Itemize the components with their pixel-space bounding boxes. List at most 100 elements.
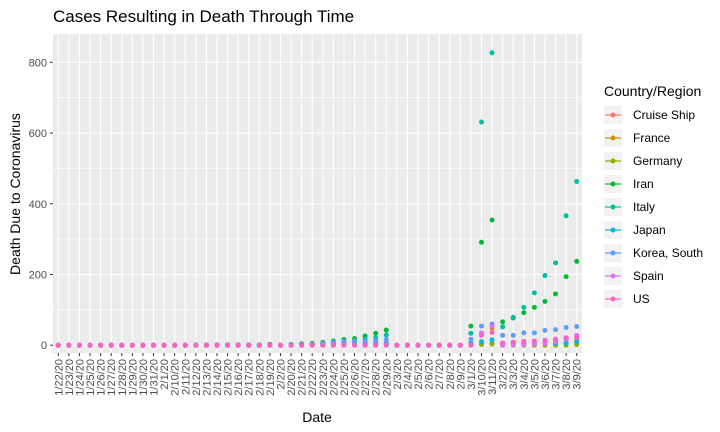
data-point <box>531 304 537 310</box>
data-point <box>235 342 241 348</box>
data-point <box>193 342 199 348</box>
y-tick-label: 600 <box>29 128 47 140</box>
legend-swatch <box>610 135 616 141</box>
legend-item: Japan <box>604 221 666 239</box>
legend-swatch <box>610 158 616 164</box>
legend-swatch <box>610 273 616 279</box>
x-tick-label: 2/9/20 <box>455 359 467 390</box>
data-point <box>362 342 368 348</box>
data-point <box>521 330 527 336</box>
x-tick-label: 2/10/20 <box>170 359 182 396</box>
x-tick-label: 2/17/20 <box>244 359 256 396</box>
data-point <box>151 342 157 348</box>
data-point <box>563 213 569 219</box>
x-tick-label: 1/29/20 <box>127 359 139 396</box>
data-point <box>426 342 432 348</box>
data-point <box>299 342 305 348</box>
data-point <box>362 338 368 344</box>
x-tick-label: 2/13/20 <box>201 359 213 396</box>
legend-item: Cruise Ship <box>604 106 695 124</box>
x-tick-label: 3/8/20 <box>561 359 573 390</box>
x-tick-label: 2/21/20 <box>297 359 309 396</box>
x-axis-title: Date <box>302 409 332 425</box>
x-tick-label: 3/3/20 <box>508 359 520 390</box>
data-point <box>542 337 548 343</box>
data-point <box>373 338 379 344</box>
data-point <box>246 342 252 348</box>
data-point <box>468 330 474 336</box>
legend: Country/Region Cruise Ship France Germany I… <box>604 83 703 308</box>
data-point <box>574 258 580 264</box>
y-tick-label: 0 <box>41 340 47 352</box>
x-tick-label: 2/20/20 <box>286 359 298 396</box>
data-point <box>489 329 495 335</box>
data-point <box>352 342 358 348</box>
x-tick-label: 2/25/20 <box>339 359 351 396</box>
data-point <box>288 342 294 348</box>
data-point <box>76 342 82 348</box>
data-point <box>225 342 231 348</box>
x-tick-label: 2/28/20 <box>371 359 383 396</box>
legend-label: Germany <box>633 154 682 168</box>
data-point <box>330 342 336 348</box>
x-tick-label: 2/2/20 <box>275 359 287 390</box>
x-tick-label: 3/1/20 <box>466 359 478 390</box>
y-tick-label: 800 <box>29 57 47 69</box>
data-point <box>394 342 400 348</box>
data-point <box>500 319 506 325</box>
data-point <box>383 332 389 338</box>
x-tick-label: 1/31/20 <box>149 359 161 396</box>
legend-label: Iran <box>633 177 654 191</box>
data-point <box>468 323 474 329</box>
data-point <box>108 342 114 348</box>
x-tick-label: 2/8/20 <box>445 359 457 390</box>
x-tick-label: 1/22/20 <box>53 359 65 396</box>
x-tick-label: 2/24/20 <box>328 359 340 396</box>
grid-lines <box>53 34 582 353</box>
legend-item: Germany <box>604 152 682 170</box>
data-point <box>500 332 506 338</box>
legend-swatch <box>610 296 616 302</box>
data-point <box>553 336 559 342</box>
legend-item: Korea, South <box>604 244 703 262</box>
data-point <box>404 342 410 348</box>
data-point <box>521 304 527 310</box>
x-tick-label: 3/11/20 <box>487 359 499 395</box>
data-point <box>574 178 580 184</box>
x-tick-label: 1/27/20 <box>106 359 118 396</box>
x-tick-label: 2/12/20 <box>191 359 203 396</box>
plot-panel <box>53 34 582 353</box>
x-tick-label: 1/23/20 <box>64 359 76 396</box>
legend-item: US <box>604 290 650 308</box>
data-point <box>553 327 559 333</box>
x-tick-label: 3/6/20 <box>540 359 552 390</box>
data-point <box>489 323 495 329</box>
data-point <box>468 342 474 348</box>
x-tick-label: 2/15/20 <box>223 359 235 396</box>
data-point <box>521 310 527 316</box>
legend-label: Japan <box>633 223 666 237</box>
legend-swatch <box>610 227 616 233</box>
data-point <box>478 332 484 338</box>
data-point <box>182 342 188 348</box>
data-point <box>510 314 516 320</box>
y-axis-title: Death Due to Coronavirus <box>7 113 23 275</box>
x-axis: 1/22/201/23/201/24/201/25/201/26/201/27/… <box>53 353 584 396</box>
data-point <box>489 217 495 223</box>
legend-label: Italy <box>633 200 655 214</box>
data-point <box>55 342 61 348</box>
data-point <box>489 341 495 347</box>
legend-label: US <box>633 292 650 306</box>
legend-item: Spain <box>604 267 664 285</box>
x-tick-label: 3/5/20 <box>529 359 541 390</box>
x-tick-label: 3/10/20 <box>476 359 488 396</box>
data-point <box>531 290 537 296</box>
data-point <box>373 342 379 348</box>
legend-item: France <box>604 129 671 147</box>
data-point <box>478 119 484 125</box>
data-point <box>267 342 273 348</box>
data-point <box>563 274 569 280</box>
x-tick-label: 3/4/20 <box>519 359 531 390</box>
data-point <box>510 339 516 345</box>
data-point <box>87 342 93 348</box>
